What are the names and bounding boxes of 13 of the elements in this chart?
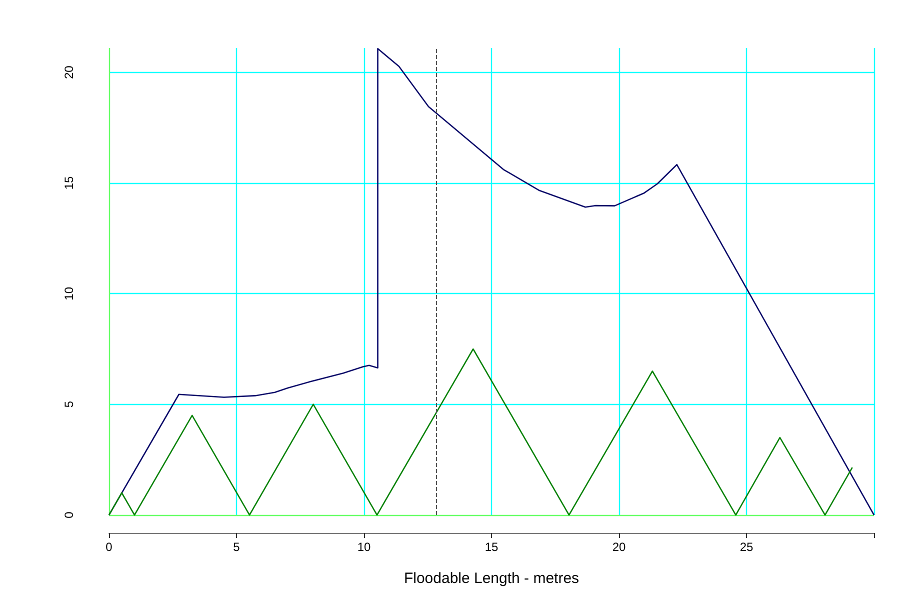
x-axis-title: Floodable Length - metres — [404, 570, 580, 587]
y-tick-label: 0 — [62, 511, 76, 518]
x-tick-label: 5 — [233, 540, 240, 554]
y-tick-label: 15 — [62, 176, 76, 190]
x-tick-label: 0 — [106, 540, 113, 554]
x-tick-label: 10 — [357, 540, 371, 554]
y-tick-label: 5 — [62, 400, 76, 408]
x-tick-label: 15 — [484, 540, 498, 554]
x-tick-label: 20 — [612, 540, 626, 554]
y-tick-label: 20 — [62, 65, 76, 80]
x-tick-label: 25 — [740, 540, 754, 554]
y-tick-label: 10 — [62, 286, 76, 300]
line-series — [108, 348, 853, 516]
